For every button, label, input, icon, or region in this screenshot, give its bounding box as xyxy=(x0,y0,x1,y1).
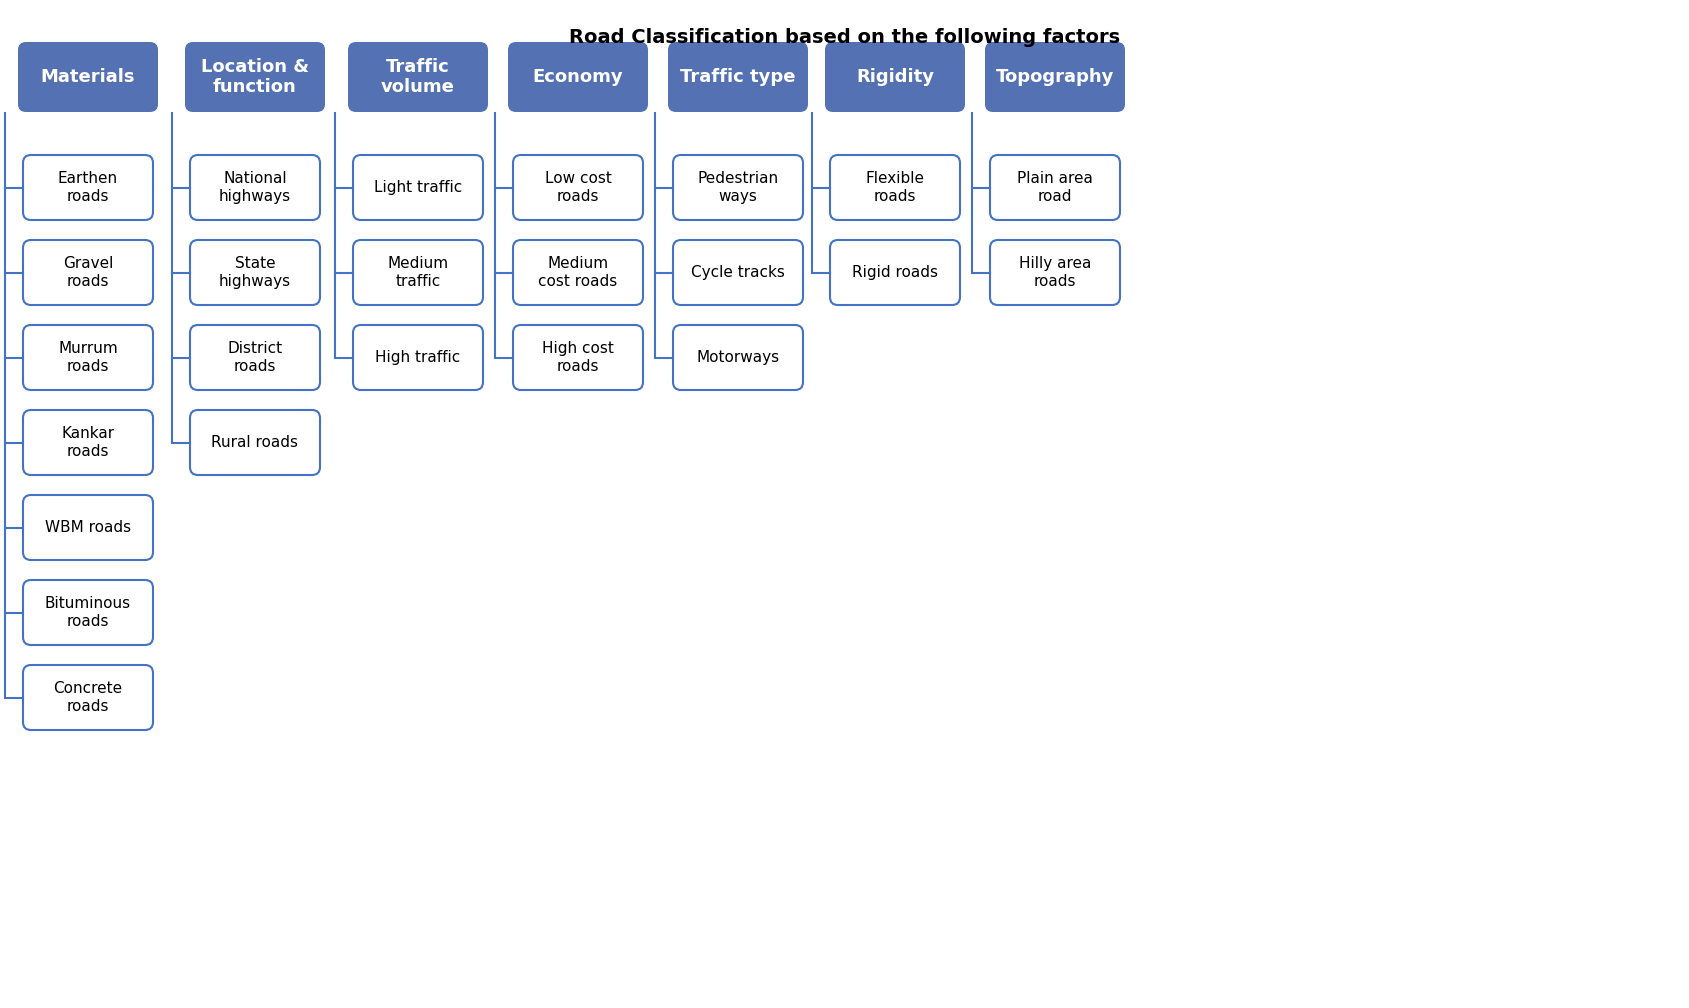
Text: Pedestrian
ways: Pedestrian ways xyxy=(698,171,779,204)
Text: Rigidity: Rigidity xyxy=(856,68,934,86)
Text: Kankar
roads: Kankar roads xyxy=(61,426,115,459)
Text: High cost
roads: High cost roads xyxy=(542,342,613,374)
Text: Low cost
roads: Low cost roads xyxy=(544,171,611,204)
Text: National
highways: National highways xyxy=(220,171,291,204)
FancyBboxPatch shape xyxy=(24,325,154,390)
FancyBboxPatch shape xyxy=(990,155,1120,220)
Text: Murrum
roads: Murrum roads xyxy=(57,342,118,374)
FancyBboxPatch shape xyxy=(672,325,802,390)
FancyBboxPatch shape xyxy=(513,325,642,390)
Text: District
roads: District roads xyxy=(228,342,282,374)
Text: Traffic type: Traffic type xyxy=(681,68,796,86)
FancyBboxPatch shape xyxy=(829,240,959,305)
Text: Bituminous
roads: Bituminous roads xyxy=(46,597,132,629)
Text: Topography: Topography xyxy=(995,68,1113,86)
Text: High traffic: High traffic xyxy=(375,350,461,365)
FancyBboxPatch shape xyxy=(189,240,319,305)
FancyBboxPatch shape xyxy=(19,42,157,112)
Text: Economy: Economy xyxy=(532,68,623,86)
Text: Gravel
roads: Gravel roads xyxy=(62,256,113,288)
Text: Concrete
roads: Concrete roads xyxy=(54,681,123,714)
FancyBboxPatch shape xyxy=(24,495,154,560)
FancyBboxPatch shape xyxy=(24,665,154,730)
Text: Materials: Materials xyxy=(41,68,135,86)
Text: Motorways: Motorways xyxy=(696,350,779,365)
FancyBboxPatch shape xyxy=(24,240,154,305)
FancyBboxPatch shape xyxy=(24,410,154,475)
FancyBboxPatch shape xyxy=(985,42,1125,112)
FancyBboxPatch shape xyxy=(189,325,319,390)
FancyBboxPatch shape xyxy=(672,155,802,220)
FancyBboxPatch shape xyxy=(824,42,964,112)
FancyBboxPatch shape xyxy=(353,325,483,390)
Text: Hilly area
roads: Hilly area roads xyxy=(1018,256,1091,288)
FancyBboxPatch shape xyxy=(672,240,802,305)
FancyBboxPatch shape xyxy=(24,580,154,645)
Text: Rigid roads: Rigid roads xyxy=(851,265,937,280)
FancyBboxPatch shape xyxy=(513,240,642,305)
Text: Rural roads: Rural roads xyxy=(211,435,299,450)
FancyBboxPatch shape xyxy=(348,42,488,112)
FancyBboxPatch shape xyxy=(24,155,154,220)
FancyBboxPatch shape xyxy=(829,155,959,220)
Text: Medium
cost roads: Medium cost roads xyxy=(539,256,616,288)
FancyBboxPatch shape xyxy=(667,42,807,112)
FancyBboxPatch shape xyxy=(353,155,483,220)
Text: State
highways: State highways xyxy=(220,256,291,288)
Text: Road Classification based on the following factors: Road Classification based on the followi… xyxy=(569,28,1120,47)
Text: Location &
function: Location & function xyxy=(201,57,309,97)
FancyBboxPatch shape xyxy=(184,42,324,112)
FancyBboxPatch shape xyxy=(513,155,642,220)
Text: WBM roads: WBM roads xyxy=(46,520,132,535)
Text: Traffic
volume: Traffic volume xyxy=(380,57,454,97)
FancyBboxPatch shape xyxy=(189,155,319,220)
FancyBboxPatch shape xyxy=(353,240,483,305)
Text: Plain area
road: Plain area road xyxy=(1017,171,1093,204)
Text: Earthen
roads: Earthen roads xyxy=(57,171,118,204)
Text: Medium
traffic: Medium traffic xyxy=(387,256,448,288)
Text: Light traffic: Light traffic xyxy=(373,180,461,195)
FancyBboxPatch shape xyxy=(189,410,319,475)
Text: Cycle tracks: Cycle tracks xyxy=(691,265,784,280)
FancyBboxPatch shape xyxy=(990,240,1120,305)
Text: Flexible
roads: Flexible roads xyxy=(865,171,924,204)
FancyBboxPatch shape xyxy=(508,42,647,112)
